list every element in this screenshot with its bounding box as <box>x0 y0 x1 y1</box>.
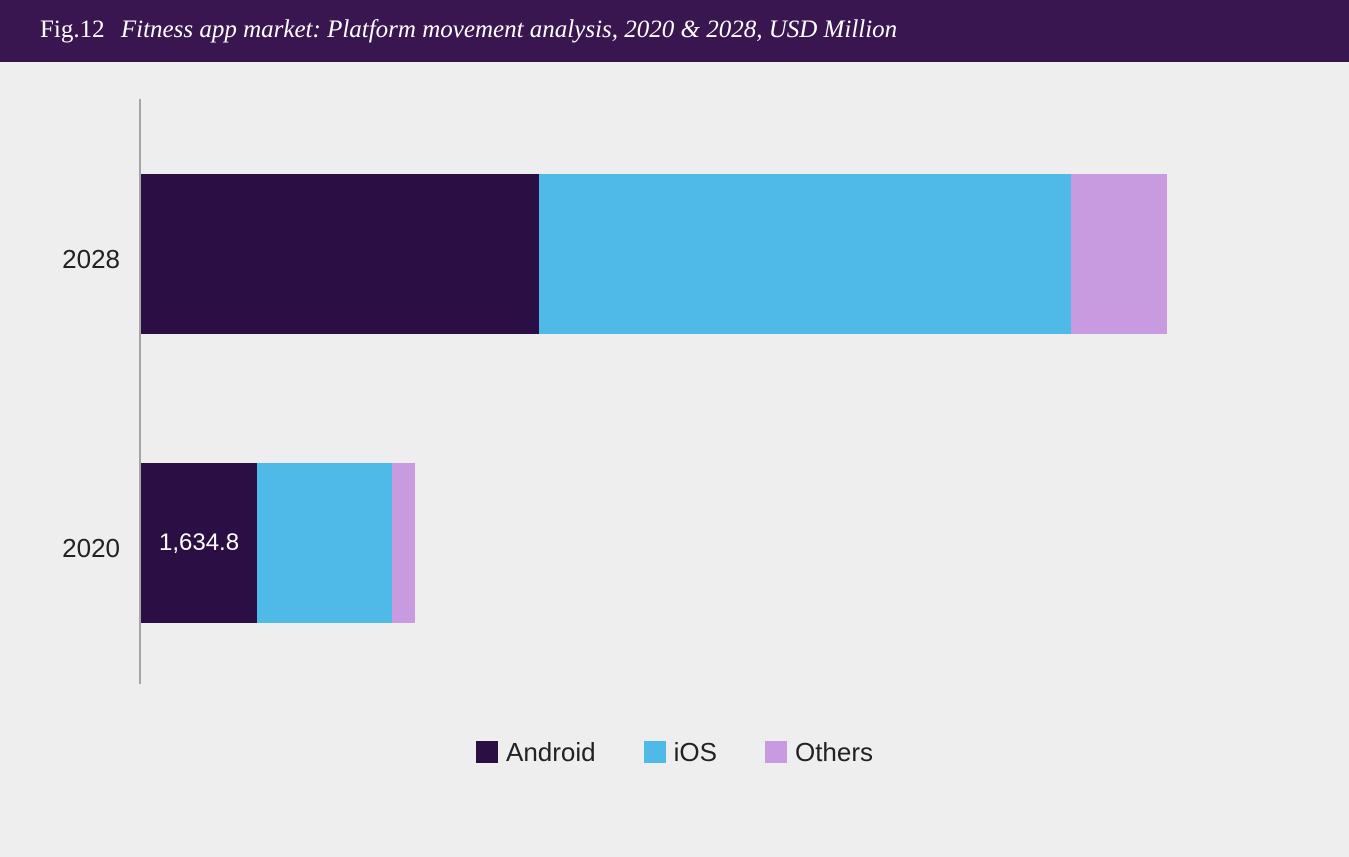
chart-area: 2028 2020 1,634.8 <box>0 62 1349 697</box>
legend: Android iOS Others <box>0 697 1349 807</box>
legend-swatch-ios <box>644 741 666 763</box>
bar-2020-ios <box>257 463 392 623</box>
bar-2028-others <box>1071 174 1167 334</box>
bar-2020: 1,634.8 <box>141 463 415 623</box>
legend-item-android: Android <box>476 737 596 768</box>
legend-item-ios: iOS <box>644 737 717 768</box>
chart-header: Fig.12 Fitness app market: Platform move… <box>0 0 1349 62</box>
bar-2020-android: 1,634.8 <box>141 463 257 623</box>
legend-label-android: Android <box>506 737 596 768</box>
legend-label-others: Others <box>795 737 873 768</box>
legend-item-others: Others <box>765 737 873 768</box>
bar-2028 <box>141 174 1167 334</box>
category-label-2028: 2028 <box>10 244 120 275</box>
bar-2028-android <box>141 174 539 334</box>
plot-region: 1,634.8 <box>139 99 1204 684</box>
category-label-2020: 2020 <box>10 533 120 564</box>
bar-2020-others <box>392 463 415 623</box>
legend-label-ios: iOS <box>674 737 717 768</box>
bar-2020-android-label: 1,634.8 <box>159 529 239 557</box>
legend-swatch-android <box>476 741 498 763</box>
bar-2028-ios <box>539 174 1072 334</box>
figure-title: Fitness app market: Platform movement an… <box>121 16 897 43</box>
legend-swatch-others <box>765 741 787 763</box>
figure-number: Fig.12 <box>40 16 105 43</box>
